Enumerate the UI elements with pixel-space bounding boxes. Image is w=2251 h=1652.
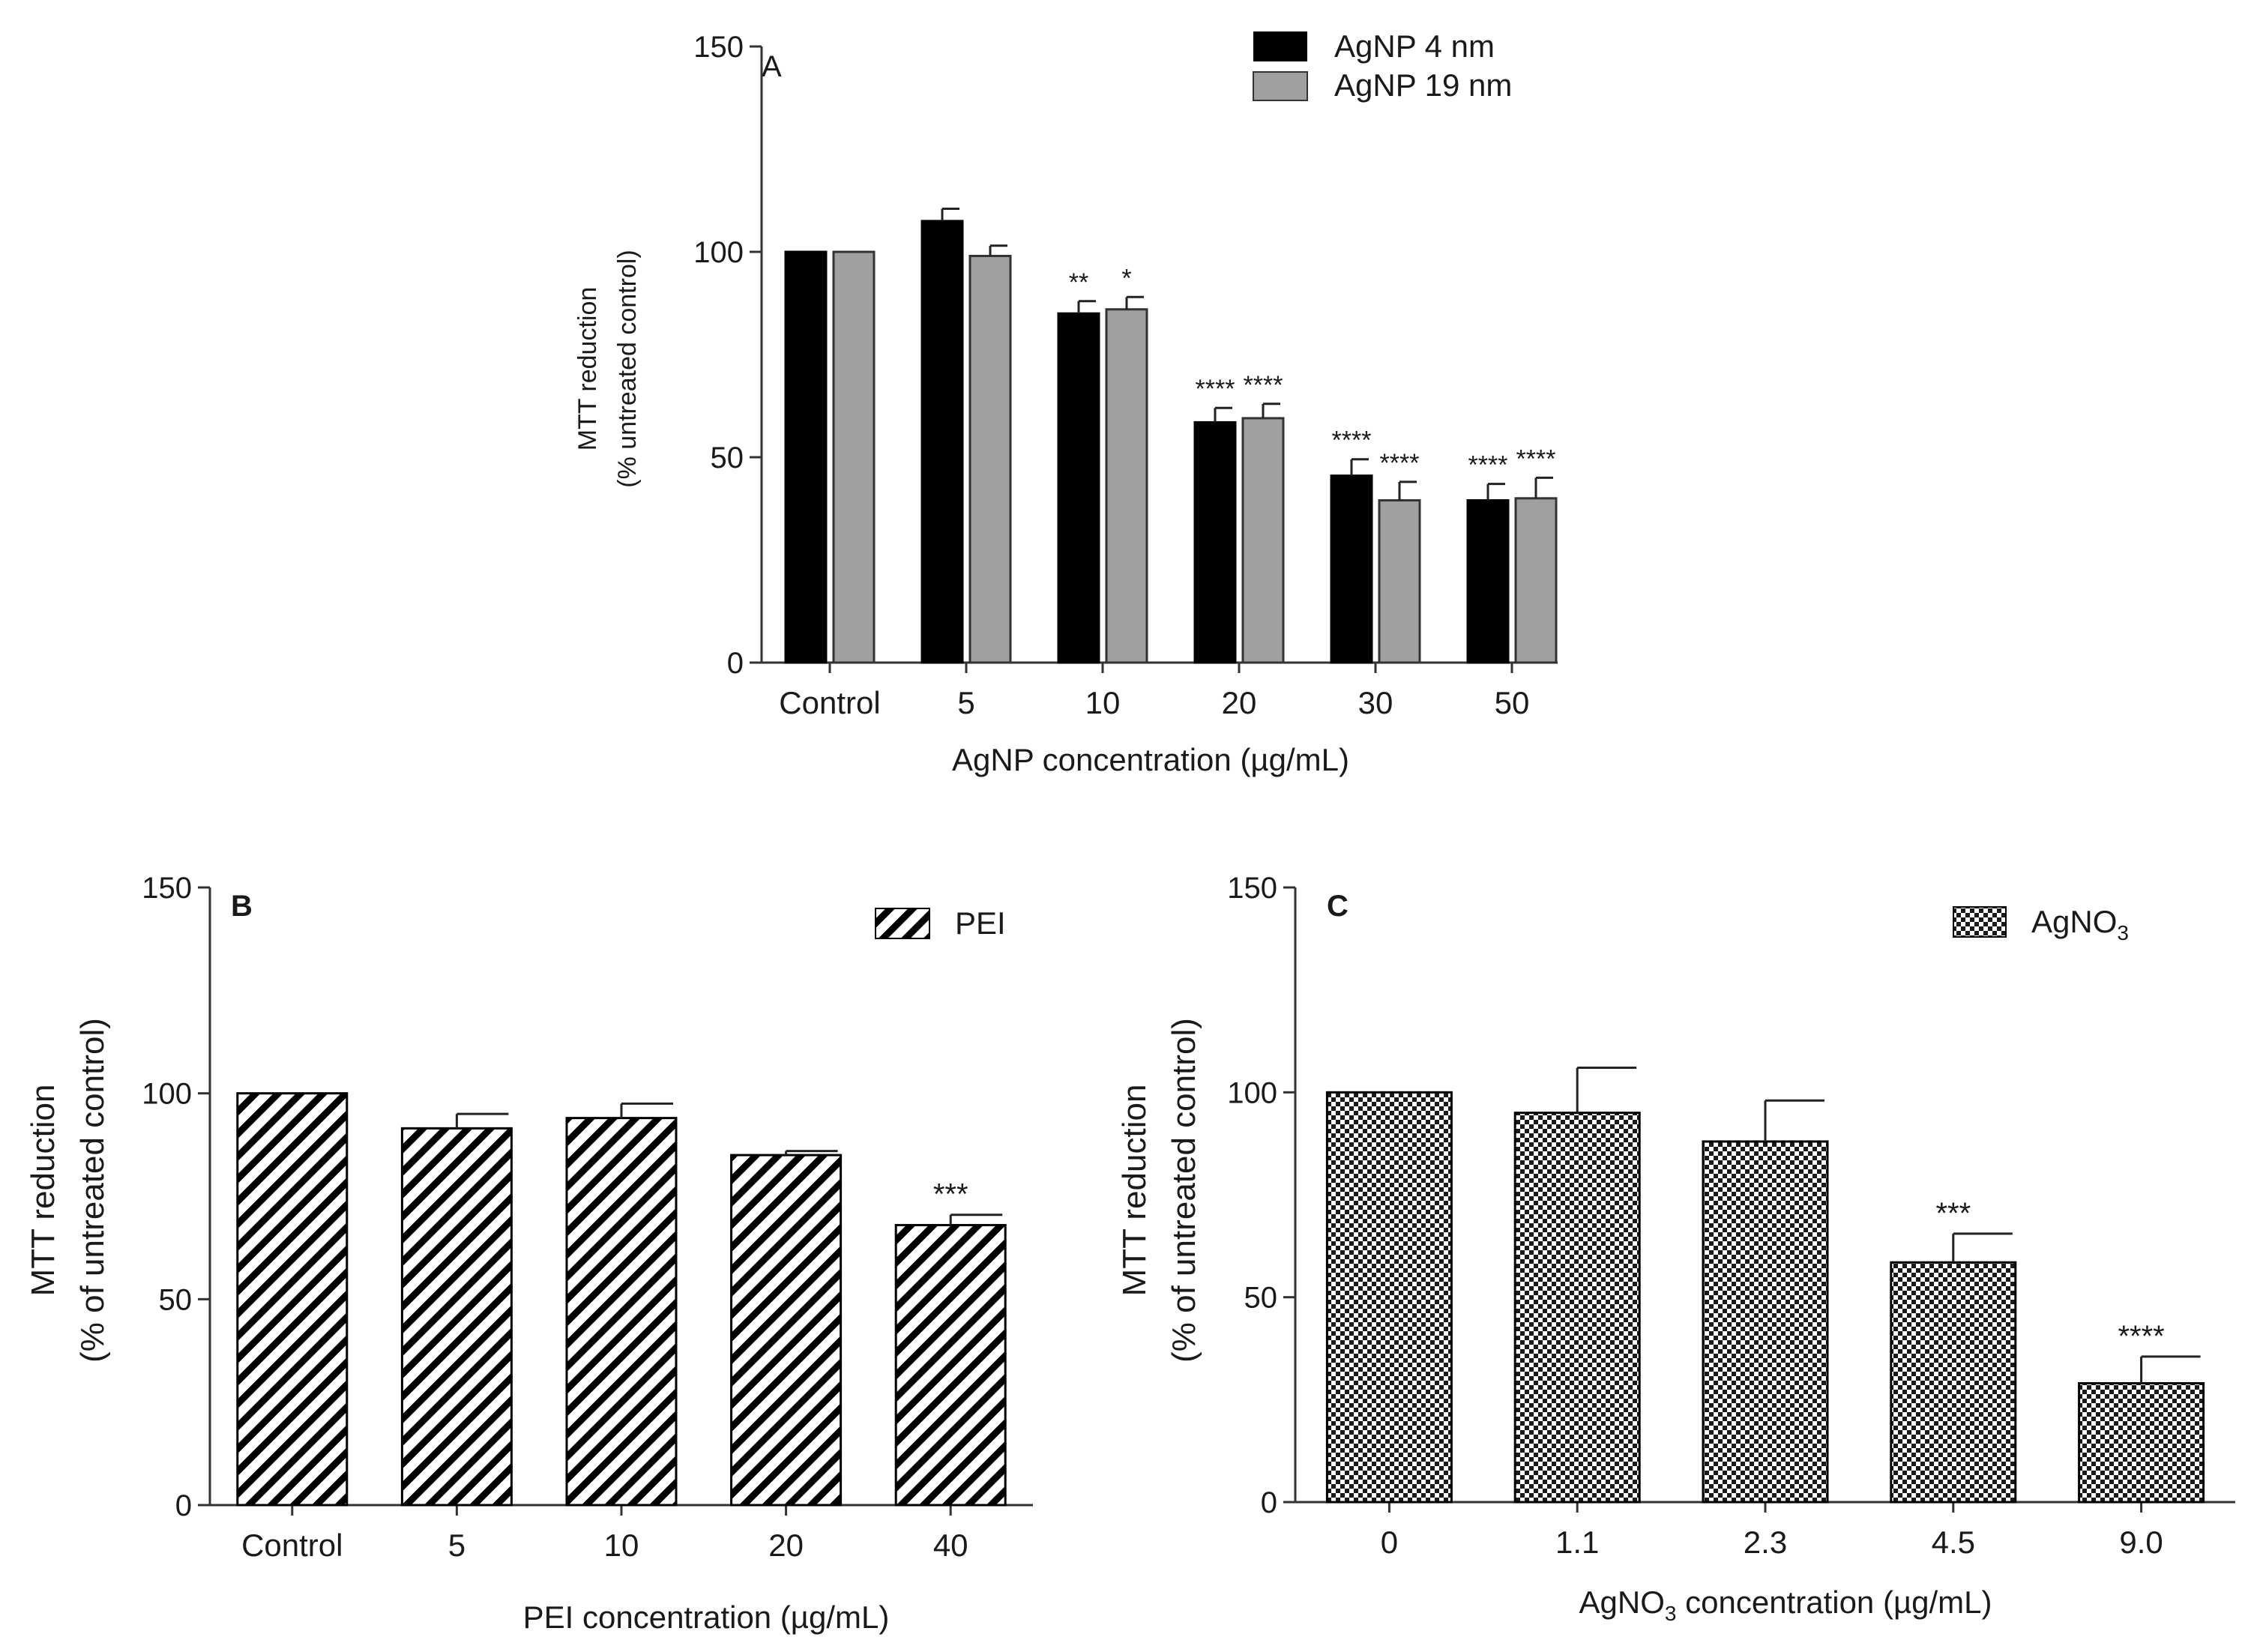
x-axis-label-c-main: AgNO [1579, 1585, 1665, 1620]
y-axis-label-a-line2: (% untreated control) [613, 250, 642, 488]
x-tick-label-b: Control [241, 1528, 343, 1563]
x-tick-label-a: 5 [957, 685, 974, 720]
y-tick-label-b: 150 [142, 872, 192, 905]
y-tick-label-c: 100 [1227, 1076, 1277, 1109]
significance-label-a: * [1121, 264, 1131, 292]
bar-b-s0-4 [894, 1223, 1007, 1507]
bar-a-s1-2 [1105, 308, 1148, 664]
bar-a-s1-4 [1378, 499, 1421, 664]
y-tick-label-b: 0 [175, 1489, 192, 1522]
bar-c-s0-0 [1325, 1091, 1453, 1504]
legend-swatch-agnp-4nm [1253, 31, 1307, 61]
bar-c-s0-2 [1702, 1140, 1829, 1504]
legend-swatch-pei [875, 908, 930, 939]
bar-a-s1-5 [1514, 497, 1558, 664]
panel-label-a: A [762, 50, 782, 83]
significance-label-a: **** [1244, 371, 1283, 400]
bar-a-s0-5 [1466, 499, 1510, 664]
x-tick-label-c: 2.3 [1744, 1525, 1787, 1560]
bar-a-s1-3 [1241, 417, 1285, 664]
x-axis-label-c-rest: concentration (µg/mL) [1676, 1585, 1992, 1620]
y-axis-label-b-line2: (% of untreated control) [74, 1018, 111, 1363]
y-tick-label-a: 50 [711, 441, 744, 474]
legend-b: PEI [875, 905, 1006, 941]
x-tick-label-c: 9.0 [2119, 1525, 2163, 1560]
x-axis-label-c-sub: 3 [1665, 1602, 1677, 1625]
y-tick-label-c: 0 [1261, 1486, 1277, 1519]
bar-a-s1-1 [968, 254, 1012, 664]
legend-label-agno3-main: AgNO [2031, 904, 2117, 939]
y-tick-label-a: 150 [693, 31, 744, 64]
panel-label-b: B [231, 890, 253, 923]
y-tick-label-b: 100 [142, 1078, 192, 1111]
y-tick-label-c: 50 [1244, 1282, 1278, 1315]
significance-label-a: **** [1516, 444, 1556, 473]
x-tick-label-a: 30 [1358, 685, 1393, 720]
bar-a-s0-1 [920, 220, 964, 664]
x-tick-label-a: Control [779, 685, 880, 720]
y-axis-label-b-line1: MTT reduction [25, 1085, 61, 1297]
x-axis-label-a: AgNP concentration (µg/mL) [952, 742, 1349, 777]
y-tick-label-a: 100 [693, 236, 744, 269]
y-tick-label-a: 0 [727, 647, 744, 680]
x-axis-label-c: AgNO3 concentration (µg/mL) [1579, 1585, 1992, 1625]
legend-a: AgNP 4 nm AgNP 19 nm [1253, 28, 1512, 103]
y-axis-label-c-line1: MTT reduction [1116, 1085, 1153, 1297]
legend-c: AgNO3 [1953, 904, 2129, 944]
legend-label-agno3-sub: 3 [2117, 921, 2129, 944]
x-tick-label-c: 4.5 [1932, 1525, 1975, 1560]
y-axis-label-c-line2: (% of untreated control) [1166, 1018, 1202, 1363]
bar-c-s0-3 [1890, 1261, 2017, 1504]
legend-swatch-agno3 [1953, 906, 2007, 938]
panel-b: B PEI MTT reduction (% of untreated cont… [25, 872, 1033, 1635]
x-tick-label-b: 40 [933, 1528, 968, 1563]
legend-swatch-agnp-19nm [1253, 71, 1308, 101]
significance-label-b: *** [933, 1178, 968, 1211]
x-tick-label-c: 0 [1381, 1525, 1398, 1560]
bar-a-s0-0 [784, 250, 828, 664]
legend-label-pei: PEI [955, 905, 1006, 941]
significance-label-a: **** [1380, 449, 1420, 477]
x-tick-label-b: 5 [448, 1528, 465, 1563]
panel-c: C AgNO3 MTT reduction (% of untreated co… [1116, 872, 2235, 1625]
bar-a-s0-2 [1057, 312, 1100, 664]
legend-label-agnp-4nm: AgNP 4 nm [1334, 28, 1495, 64]
bar-a-s0-4 [1330, 474, 1373, 664]
x-tick-label-a: 20 [1222, 685, 1257, 720]
x-axis-label-b: PEI concentration (µg/mL) [523, 1600, 890, 1635]
significance-label-a: **** [1196, 375, 1235, 403]
x-tick-label-c: 1.1 [1555, 1525, 1599, 1560]
plot-area-c: 0 50 100 150 0 1.1 2.3 4.5 *** 9.0 **** [1227, 872, 2235, 1560]
significance-label-a: ** [1069, 268, 1088, 297]
y-tick-label-b: 50 [159, 1283, 193, 1316]
significance-label-c: **** [2118, 1320, 2164, 1353]
x-tick-label-a: 50 [1495, 685, 1530, 720]
y-tick-label-c: 150 [1227, 872, 1277, 905]
x-tick-label-b: 20 [768, 1528, 804, 1563]
bar-a-s1-0 [832, 250, 876, 664]
significance-label-c: *** [1935, 1197, 1971, 1230]
bar-c-s0-4 [2078, 1381, 2205, 1504]
bar-c-s0-1 [1513, 1112, 1641, 1504]
bar-a-s0-3 [1193, 420, 1237, 664]
bar-b-s0-2 [565, 1117, 678, 1507]
significance-label-a: **** [1332, 426, 1372, 455]
x-tick-label-b: 10 [604, 1528, 639, 1563]
y-axis-label-a-line1: MTT reduction [573, 287, 602, 451]
plot-area-b: 0 50 100 150 Control 5 10 20 40 *** [142, 872, 1033, 1563]
panel-a: A AgNP 4 nm AgNP 19 nm MTT reduction (% … [573, 28, 1558, 777]
panel-label-c: C [1327, 890, 1349, 923]
legend-label-agnp-19nm: AgNP 19 nm [1334, 67, 1512, 103]
x-tick-label-a: 10 [1085, 685, 1121, 720]
bar-b-s0-0 [236, 1092, 349, 1507]
bar-b-s0-1 [400, 1127, 513, 1507]
bar-b-s0-3 [730, 1154, 843, 1507]
legend-label-agno3: AgNO3 [2031, 904, 2129, 944]
significance-label-a: **** [1468, 451, 1508, 480]
